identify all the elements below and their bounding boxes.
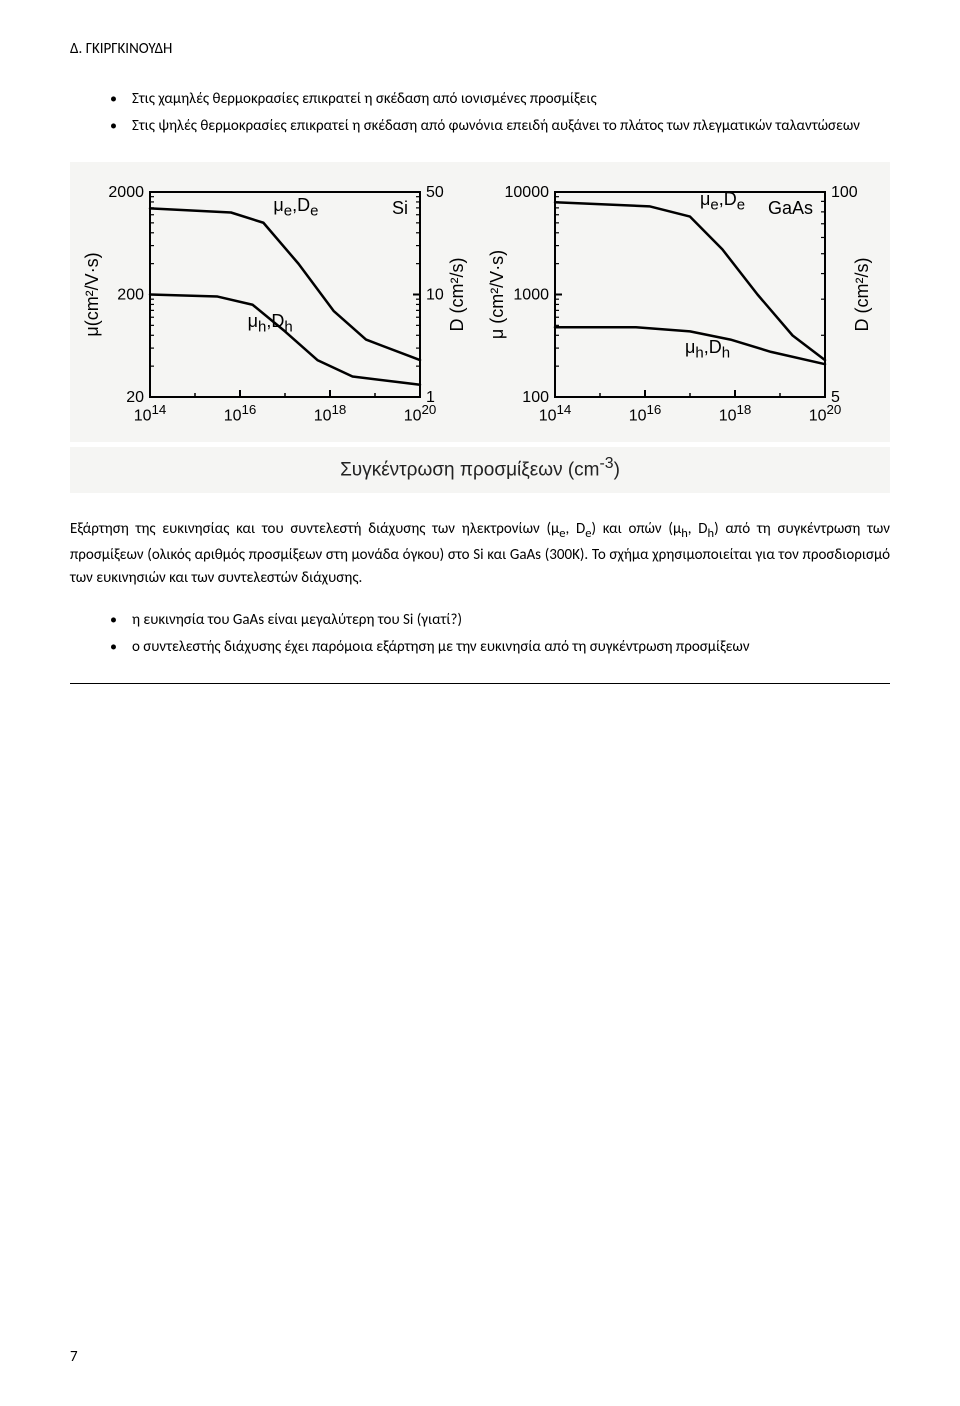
chart-left-si: 202002000110501014101610181020Siμe,Deμh,… [80,177,475,437]
bullet-text: ο συντελεστής διάχυσης έχει παρόμοια εξά… [132,636,750,659]
svg-text:50: 50 [426,184,444,201]
bullet-text: η ευκινησία του GaAs είναι μεγαλύτερη το… [132,609,462,632]
svg-text:D (cm²/s): D (cm²/s) [447,258,467,332]
chart-right-gaas: 10010001000051001014101610181020GaAsμe,D… [485,177,880,437]
svg-text:GaAs: GaAs [768,198,813,218]
svg-text:2000: 2000 [108,184,144,201]
svg-text:μ(cm²/V·s): μ(cm²/V·s) [82,252,102,336]
bullet-list-bottom: • η ευκινησία του GaAs είναι μεγαλύτερη … [110,609,890,658]
svg-text:10000: 10000 [505,184,550,201]
bullet-icon: • [110,609,117,630]
svg-text:200: 200 [117,287,144,304]
bullet-icon: • [110,115,117,136]
page-number: 7 [70,1348,78,1366]
svg-text:Si: Si [392,198,408,218]
svg-text:10: 10 [426,287,444,304]
bullet-text: Στις χαμηλές θερμοκρασίες επικρατεί η σκ… [132,88,597,111]
svg-text:D (cm²/s): D (cm²/s) [852,258,872,332]
bullet-item: • η ευκινησία του GaAs είναι μεγαλύτερη … [110,609,890,632]
xaxis-label: Συγκέντρωση προσμίξεων (cm-3) [70,447,890,493]
bullet-item: • ο συντελεστής διάχυσης έχει παρόμοια ε… [110,636,890,659]
svg-text:100: 100 [831,184,858,201]
bullet-icon: • [110,88,117,109]
bullet-list-top: • Στις χαμηλές θερμοκρασίες επικρατεί η … [110,88,890,137]
figure-caption: Εξάρτηση της ευκινησίας και του συντελεσ… [70,518,890,589]
bullet-item: • Στις ψηλές θερμοκρασίες επικρατεί η σκ… [110,115,890,138]
divider [70,683,890,684]
bullet-icon: • [110,636,117,657]
bullet-text: Στις ψηλές θερμοκρασίες επικρατεί η σκέδ… [132,115,860,138]
chart-container: 202002000110501014101610181020Siμe,Deμh,… [70,162,890,442]
page-header: Δ. ΓΚΙΡΓΚΙΝΟΥΔΗ [70,40,890,58]
svg-text:1000: 1000 [513,287,549,304]
bullet-item: • Στις χαμηλές θερμοκρασίες επικρατεί η … [110,88,890,111]
svg-text:μ (cm²/V·s): μ (cm²/V·s) [487,250,507,339]
